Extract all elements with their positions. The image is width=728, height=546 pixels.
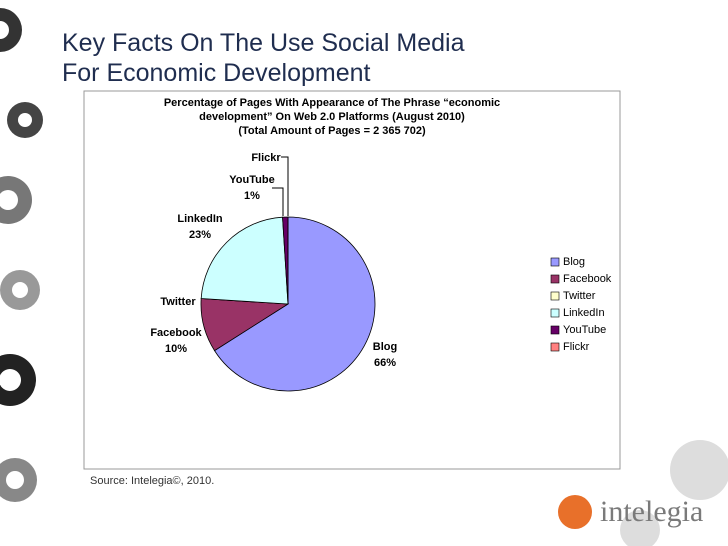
slice-label: Flickr (251, 152, 281, 164)
logo-icon (558, 495, 592, 529)
legend-label: Blog (563, 256, 585, 268)
slice-label: LinkedIn (177, 213, 223, 225)
slice-label: YouTube (229, 174, 274, 186)
legend-swatch (550, 274, 560, 284)
value-label: 1% (244, 190, 260, 202)
pie-slice (200, 216, 289, 305)
slice-label: Twitter (160, 296, 196, 308)
chart-title: development” On Web 2.0 Platforms (Augus… (199, 111, 465, 123)
slide-title: Key Facts On The Use Social Media For Ec… (62, 29, 471, 87)
value-label: 66% (374, 357, 396, 369)
legend-swatch (550, 291, 560, 301)
legend-swatch (550, 342, 560, 352)
value-label: 23% (189, 229, 211, 241)
legend-label: Flickr (563, 341, 590, 353)
source: Source: Intelegia©, 2010. (90, 475, 214, 487)
legend-label: LinkedIn (563, 307, 605, 319)
slice-label: Facebook (150, 327, 202, 339)
legend-label: Facebook (563, 273, 612, 285)
chart-subtitle: (Total Amount of Pages = 2 365 702) (238, 125, 426, 137)
chart-title: Percentage of Pages With Appearance of T… (164, 97, 500, 109)
legend-label: Twitter (563, 290, 596, 302)
logo: intelegia (600, 495, 703, 528)
value-label: 10% (165, 343, 187, 355)
leader-lines (272, 156, 289, 216)
legend-label: YouTube (563, 324, 606, 336)
legend-swatch (550, 325, 560, 335)
slice-label: Blog (373, 341, 397, 353)
legend-swatch (550, 257, 560, 267)
legend-swatch (550, 308, 560, 318)
pie-slice (213, 216, 376, 392)
gear-decoration (0, 8, 728, 546)
